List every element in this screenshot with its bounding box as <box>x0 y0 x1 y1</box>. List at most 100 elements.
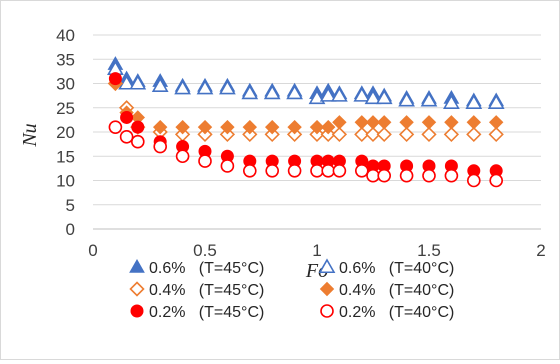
y-tick-label: 10 <box>56 172 75 191</box>
data-point <box>219 79 236 95</box>
data-point <box>220 159 235 173</box>
x-tick-label: 0 <box>88 241 97 260</box>
y-tick-label: 0 <box>66 220 75 239</box>
data-points <box>107 56 505 188</box>
data-point <box>153 139 167 154</box>
data-point <box>465 94 483 109</box>
data-point <box>466 173 481 188</box>
y-tick-label: 25 <box>56 99 75 118</box>
data-point <box>287 119 302 135</box>
data-point <box>365 115 381 130</box>
data-point <box>309 126 325 143</box>
y-tick-label: 40 <box>56 26 75 45</box>
data-point <box>321 164 336 178</box>
data-point <box>365 126 381 143</box>
data-point <box>108 72 122 86</box>
legend-marker <box>129 281 145 297</box>
data-point <box>377 168 392 183</box>
data-point <box>119 130 134 144</box>
y-tick-labels: 0 5 10 15 20 25 30 35 40 <box>56 26 75 239</box>
data-point <box>376 115 392 130</box>
data-point <box>466 126 482 143</box>
series-4 <box>108 72 503 178</box>
data-point <box>421 126 437 143</box>
data-point <box>354 126 370 143</box>
legend-label: 0.6% (T=40°C) <box>339 260 454 277</box>
data-point <box>152 119 168 135</box>
data-point <box>220 119 235 135</box>
x-tick-label: 1.5 <box>417 241 441 260</box>
legend-item: 0.4% (T=40°C) <box>319 281 454 299</box>
data-point <box>263 84 281 100</box>
data-point <box>420 91 438 107</box>
legend-item: 0.6% (T=40°C) <box>318 258 454 277</box>
data-point <box>264 119 280 135</box>
data-point <box>120 110 134 124</box>
legend-marker <box>129 258 145 273</box>
data-point <box>108 120 123 134</box>
data-point <box>488 126 504 143</box>
legend-marker <box>130 304 144 318</box>
legend-item: 0.6% (T=45°C) <box>129 258 264 277</box>
data-point <box>309 119 325 135</box>
data-point <box>219 126 236 143</box>
legend-item: 0.2% (T=40°C) <box>320 304 454 321</box>
data-point <box>319 87 337 102</box>
data-point <box>241 84 259 100</box>
data-point <box>242 119 258 135</box>
data-point <box>444 115 459 130</box>
x-axis-label: Fo <box>305 260 328 282</box>
legend-label: 0.4% (T=40°C) <box>339 282 454 299</box>
data-point <box>175 149 190 164</box>
legend-label: 0.4% (T=45°C) <box>149 282 264 299</box>
legend-marker <box>320 304 334 318</box>
data-point <box>320 119 336 135</box>
legend-label: 0.6% (T=45°C) <box>149 260 264 277</box>
data-point <box>175 119 190 135</box>
data-point <box>354 164 369 178</box>
data-point <box>331 87 348 102</box>
data-point <box>488 115 504 130</box>
data-point <box>320 126 336 143</box>
data-point <box>196 79 214 95</box>
data-point <box>364 89 382 105</box>
y-tick-label: 35 <box>56 50 75 69</box>
legend-marker <box>318 258 336 274</box>
data-point <box>243 164 257 178</box>
data-point <box>308 89 326 105</box>
data-point <box>197 126 213 143</box>
x-tick-label: 2 <box>536 241 545 260</box>
x-tick-label: 0.5 <box>193 241 217 260</box>
data-point <box>174 79 191 95</box>
data-point <box>353 87 371 102</box>
data-point <box>242 126 258 143</box>
data-point <box>466 115 482 130</box>
data-point <box>487 94 505 109</box>
data-point <box>286 126 303 143</box>
data-point <box>399 168 414 183</box>
data-point <box>421 115 437 130</box>
x-tick-labels: 0 0.5 1 1.5 2 <box>88 241 545 260</box>
data-point <box>265 164 280 178</box>
data-point <box>118 74 135 90</box>
series-5 <box>108 120 504 188</box>
data-point <box>375 89 393 105</box>
data-point <box>198 154 212 168</box>
data-point <box>489 173 504 188</box>
data-point <box>332 164 347 178</box>
legend-item: 0.2% (T=45°C) <box>130 304 264 321</box>
data-point <box>443 94 460 109</box>
data-point <box>287 164 302 178</box>
data-point <box>151 77 169 92</box>
data-point <box>376 126 392 143</box>
series-2 <box>107 75 504 143</box>
x-tick-label: 1 <box>312 241 321 260</box>
data-point <box>332 115 347 130</box>
series-3 <box>108 76 504 135</box>
data-point <box>398 91 415 107</box>
data-point <box>422 168 436 183</box>
data-point <box>286 84 303 100</box>
y-tick-label: 15 <box>56 147 75 166</box>
